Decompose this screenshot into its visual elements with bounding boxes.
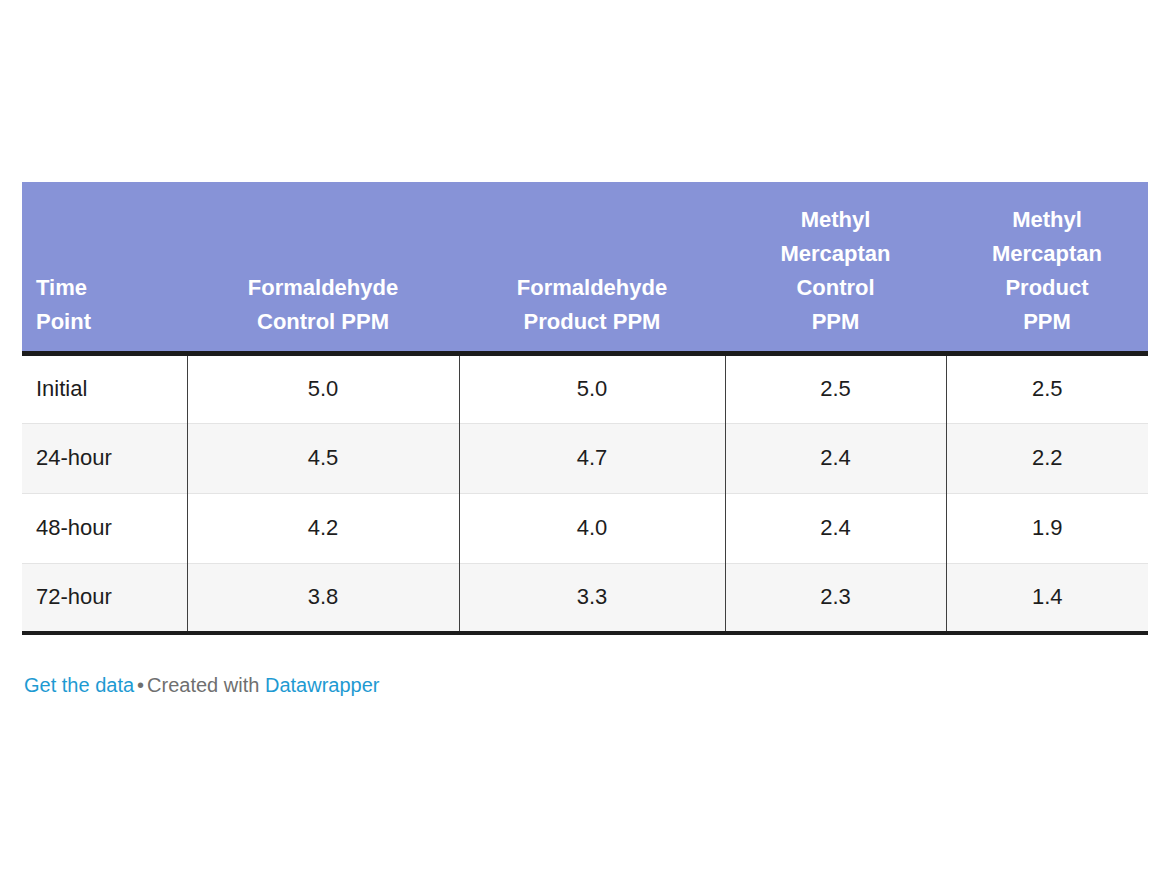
column-header-formaldehyde-product: Formaldehyde Product PPM [459,182,725,353]
column-header-formaldehyde-control: Formaldehyde Control PPM [187,182,459,353]
row-label: 72-hour [22,563,187,633]
table-row-72-hour: 72-hour 3.8 3.3 2.3 1.4 [22,563,1148,633]
table-cell: 4.7 [459,423,725,493]
table-cell: 4.0 [459,493,725,563]
table-row-initial: Initial 5.0 5.0 2.5 2.5 [22,353,1148,423]
page: Time Point Formaldehyde Control PPM Form… [0,0,1170,878]
table-cell: 1.9 [946,493,1148,563]
concentration-table: Time Point Formaldehyde Control PPM Form… [22,182,1148,635]
table-body: Initial 5.0 5.0 2.5 2.5 24-hour 4.5 4.7 … [22,353,1148,633]
table-cell: 2.4 [725,493,946,563]
table-cell: 2.5 [725,353,946,423]
table-cell: 4.5 [187,423,459,493]
created-with-text: Created with [147,674,259,696]
datawrapper-link[interactable]: Datawrapper [265,674,380,696]
footer-separator: • [134,674,147,696]
table-cell: 2.3 [725,563,946,633]
table-cell: 3.8 [187,563,459,633]
row-label: Initial [22,353,187,423]
table-footer: Get the data•Created with Datawrapper [24,672,379,698]
column-header-time-point: Time Point [22,182,187,353]
get-the-data-link[interactable]: Get the data [24,674,134,696]
table-cell: 2.4 [725,423,946,493]
column-header-methyl-mercaptan-product: Methyl Mercaptan Product PPM [946,182,1148,353]
table-cell: 1.4 [946,563,1148,633]
column-header-methyl-mercaptan-control: Methyl Mercaptan Control PPM [725,182,946,353]
table-row-24-hour: 24-hour 4.5 4.7 2.4 2.2 [22,423,1148,493]
table-cell: 3.3 [459,563,725,633]
table-cell: 5.0 [459,353,725,423]
table-cell: 2.2 [946,423,1148,493]
header-row: Time Point Formaldehyde Control PPM Form… [22,182,1148,353]
table-container: Time Point Formaldehyde Control PPM Form… [22,182,1148,635]
row-label: 24-hour [22,423,187,493]
row-label: 48-hour [22,493,187,563]
table-row-48-hour: 48-hour 4.2 4.0 2.4 1.9 [22,493,1148,563]
table-header: Time Point Formaldehyde Control PPM Form… [22,182,1148,353]
table-cell: 5.0 [187,353,459,423]
table-cell: 2.5 [946,353,1148,423]
table-cell: 4.2 [187,493,459,563]
